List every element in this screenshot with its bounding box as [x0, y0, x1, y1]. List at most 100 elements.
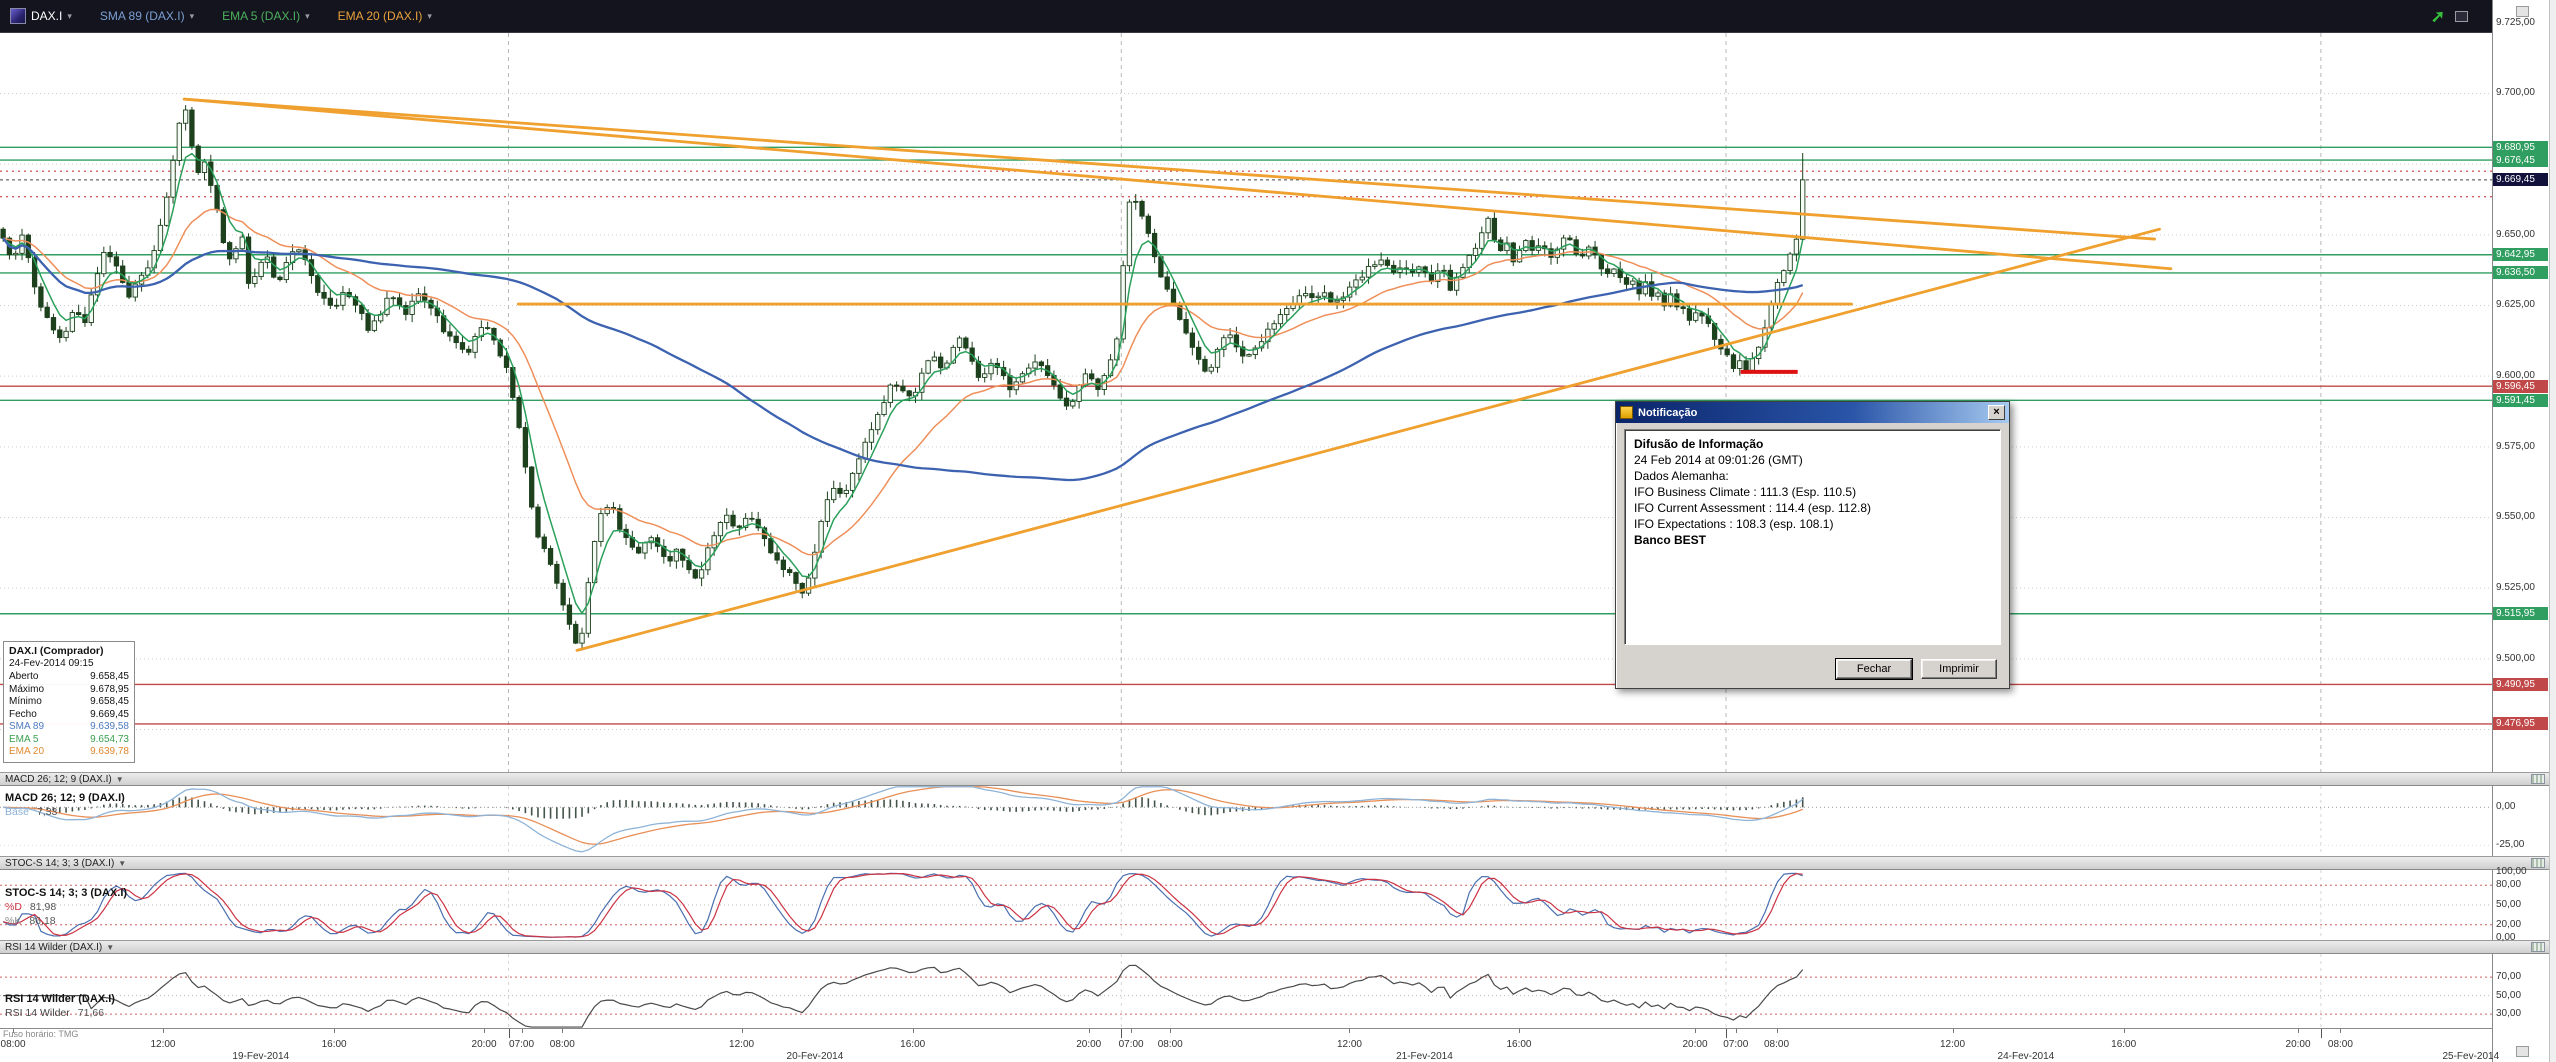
- dialog-line: Banco BEST: [1634, 533, 1707, 547]
- quote-rows: Aberto 9.658,45 Máximo 9.678,95 Mínimo 9.658,…: [9, 671, 129, 759]
- rsi-legend: RSI 14 Wilder (DAX.I) RSI 14 Wilder 71,66: [5, 992, 115, 1020]
- indicator-list: SMA 89 (DAX.I) ▾ EMA 5 (DAX.I) ▾ EMA 20 (DAX…: [100, 9, 432, 23]
- macd-plot[interactable]: [0, 786, 2492, 856]
- chevron-down-icon[interactable]: ▼: [118, 858, 127, 868]
- dialog-buttons: Fechar Imprimir: [1836, 659, 1997, 679]
- date-label: 19-Fev-2014: [232, 1051, 290, 1062]
- main-price-chart[interactable]: DAX.I (Comprador) 24-Fev-2014 09:15 Aber…: [0, 33, 2492, 772]
- notification-icon: [1620, 406, 1633, 419]
- time-label: 20:00: [2285, 1039, 2311, 1050]
- time-label: 07:00: [1118, 1039, 1144, 1050]
- axis-settings-icon[interactable]: [2516, 6, 2529, 17]
- buy-arrow-icon[interactable]: ➚: [2430, 6, 2445, 26]
- stochastic-plot[interactable]: [0, 870, 2492, 940]
- legend-row: RSI 14 Wilder 71,66: [5, 1007, 105, 1019]
- quote-datetime: 24-Fev-2014 09:15: [9, 657, 94, 669]
- legend-row: Base 7,33: [5, 806, 58, 818]
- candlestick-chart[interactable]: [0, 33, 2492, 772]
- notification-dialog: Notificação × Difusão de Informação 24 Fe…: [1615, 401, 2010, 689]
- right-scroll-strip[interactable]: [2549, 0, 2556, 1062]
- rsi-legend-title: RSI 14 Wilder (DAX.I): [5, 993, 115, 1005]
- time-label: 20:00: [1682, 1039, 1708, 1050]
- trendline: [182, 97, 2157, 241]
- time-label: 16:00: [1506, 1039, 1532, 1050]
- time-axis[interactable]: Fuso horário: TMG 08:00 12:00 16:00 20:00 07…: [0, 1028, 2499, 1062]
- time-label: 07:00: [1723, 1039, 1749, 1050]
- dialog-line: IFO Business Climate : 111.3 (Esp. 110.5…: [1634, 485, 1857, 499]
- candlestick-series: [0, 105, 1806, 651]
- time-label: 08:00: [1763, 1039, 1790, 1050]
- dialog-title: Notificação: [1638, 406, 1698, 419]
- date-label: 21-Fev-2014: [1396, 1051, 1453, 1062]
- stoc-legend-title: STOC-S 14; 3; 3 (DAX.I): [5, 887, 128, 899]
- indicator-selector[interactable]: SMA 89 (DAX.I) ▾: [100, 9, 194, 23]
- macd-panel[interactable]: MACD 26; 12; 9 (DAX.I) Base 7,33: [0, 786, 2492, 856]
- quote-info-box: DAX.I (Comprador) 24-Fev-2014 09:15 Aber…: [3, 641, 135, 763]
- rsi-plot[interactable]: [0, 954, 2492, 1028]
- rsi-panel[interactable]: RSI 14 Wilder (DAX.I) RSI 14 Wilder 71,66: [0, 954, 2492, 1028]
- macd-signal-line: [3, 786, 1803, 845]
- rsi-panel-header[interactable]: RSI 14 Wilder (DAX.I) ▼: [0, 940, 2556, 954]
- instrument-label: DAX.I: [31, 9, 63, 23]
- macd-legend: MACD 26; 12; 9 (DAX.I) Base 7,33: [5, 791, 125, 819]
- time-label: 12:00: [1940, 1039, 1966, 1050]
- legend-row: %D 81,98: [5, 901, 57, 913]
- time-label: 08:00: [549, 1039, 575, 1050]
- stoc-panel-header[interactable]: STOC-S 14; 3; 3 (DAX.I) ▼: [0, 856, 2556, 870]
- stochastic-panel[interactable]: STOC-S 14; 3; 3 (DAX.I) %D 81,98 %K 86,18: [0, 870, 2492, 940]
- instrument-selector[interactable]: DAX.I ▾: [10, 8, 72, 24]
- date-label: 20-Fev-2014: [786, 1051, 844, 1062]
- close-icon[interactable]: ×: [1988, 405, 2005, 420]
- macd-legend-title: MACD 26; 12; 9 (DAX.I): [5, 792, 125, 804]
- chart-settings-icon[interactable]: [2455, 10, 2468, 22]
- indicator-selector[interactable]: EMA 20 (DAX.I) ▾: [338, 9, 432, 23]
- panel-settings-icon[interactable]: [2531, 858, 2545, 868]
- stochastic-d-line: [2, 873, 1803, 938]
- chart-toolbar: DAX.I ▾ SMA 89 (DAX.I) ▾ EMA 5 (DAX.I) ▾ EMA…: [0, 0, 2492, 33]
- legend-row: %K 86,18: [5, 915, 56, 927]
- rsi-line: [3, 964, 1804, 1028]
- panel-settings-icon[interactable]: [2531, 942, 2545, 952]
- chevron-down-icon: ▾: [305, 10, 310, 21]
- macd-header-label: MACD 26; 12; 9 (DAX.I): [5, 773, 112, 785]
- stoc-header-label: STOC-S 14; 3; 3 (DAX.I): [5, 857, 115, 869]
- date-label: 24-Fev-2014: [1997, 1051, 2055, 1062]
- chevron-down-icon: ▾: [189, 10, 195, 21]
- dialog-line: 24 Feb 2014 at 09:01:26 (GMT): [1634, 453, 1803, 467]
- quote-row: Máximo 9.678,95: [9, 683, 129, 695]
- chevron-down-icon[interactable]: ▼: [115, 774, 124, 784]
- quote-row: EMA 20 9.639,78: [9, 746, 129, 757]
- indicator-label: EMA 5 (DAX.I): [222, 9, 301, 23]
- time-label: 16:00: [900, 1039, 926, 1050]
- instrument-icon: [10, 8, 26, 24]
- dialog-line: Difusão de Informação: [1634, 437, 1764, 451]
- macd-line: [3, 786, 1804, 853]
- time-label: 16:00: [2111, 1039, 2137, 1050]
- time-label: 20:00: [1076, 1039, 1102, 1050]
- stoc-legend: STOC-S 14; 3; 3 (DAX.I) %D 81,98 %K 86,18: [5, 886, 127, 928]
- quote-row: Mínimo 9.658,45: [9, 696, 129, 707]
- time-label: 12:00: [1336, 1039, 1362, 1050]
- date-label: 25-Fev-2014: [2442, 1051, 2500, 1062]
- indicator-label: EMA 20 (DAX.I): [337, 9, 423, 23]
- chevron-down-icon[interactable]: ▼: [106, 942, 115, 952]
- time-label: 08:00: [0, 1039, 26, 1050]
- time-label: 12:00: [729, 1039, 755, 1050]
- axis-corner-icon[interactable]: [2516, 1046, 2529, 1057]
- time-label: 07:00: [509, 1039, 535, 1050]
- dialog-titlebar[interactable]: Notificação ×: [1616, 402, 2009, 423]
- dialog-line: IFO Expectations : 108.3 (esp. 108.1): [1634, 517, 1834, 531]
- indicator-selector[interactable]: EMA 5 (DAX.I) ▾: [222, 9, 310, 23]
- price-axis[interactable]: [2492, 0, 2556, 1062]
- chevron-down-icon: ▾: [427, 10, 432, 21]
- time-label: 12:00: [150, 1039, 176, 1050]
- dialog-content: Difusão de Informação 24 Feb 2014 at 09:0…: [1624, 429, 2001, 645]
- fechar-button[interactable]: Fechar: [1836, 659, 1912, 679]
- chevron-down-icon: ▾: [67, 10, 72, 21]
- imprimir-button[interactable]: Imprimir: [1921, 659, 1997, 679]
- time-label: 16:00: [321, 1039, 347, 1050]
- panel-settings-icon[interactable]: [2531, 774, 2545, 784]
- time-label: 08:00: [2327, 1039, 2353, 1050]
- trendline: [575, 227, 2161, 652]
- macd-panel-header[interactable]: MACD 26; 12; 9 (DAX.I) ▼: [0, 772, 2556, 786]
